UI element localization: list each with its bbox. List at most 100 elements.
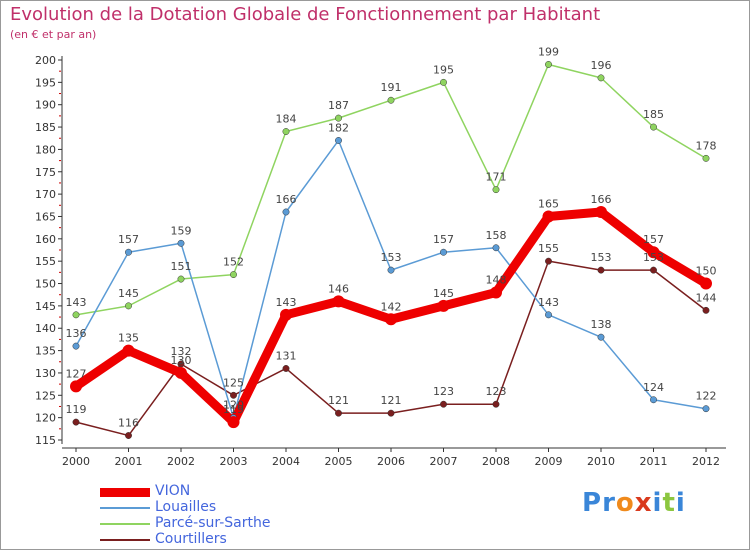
data-label-vion: 143 xyxy=(276,296,297,309)
y-tick-label: 200 xyxy=(35,54,56,67)
data-label-courtillers: 153 xyxy=(643,251,664,264)
data-label-louailles: 159 xyxy=(171,224,192,237)
x-tick-label: 2009 xyxy=(535,455,563,468)
legend-label: Louailles xyxy=(155,499,217,515)
data-point-parc-sur-sarthe xyxy=(230,271,237,279)
legend-swatch xyxy=(100,539,150,541)
data-point-vion xyxy=(542,210,555,223)
data-point-louailles xyxy=(125,248,132,256)
data-label-courtillers: 119 xyxy=(66,403,87,416)
data-point-parc-sur-sarthe xyxy=(177,275,185,283)
data-label-parc-sur-sarthe: 199 xyxy=(538,45,559,58)
data-point-courtillers xyxy=(387,409,395,417)
x-tick-label: 2007 xyxy=(430,455,458,468)
data-label-vion: 135 xyxy=(118,332,139,345)
data-label-louailles: 157 xyxy=(118,233,139,246)
x-tick-label: 2003 xyxy=(220,455,248,468)
x-tick-label: 2008 xyxy=(482,455,510,468)
data-point-courtillers xyxy=(335,409,342,417)
x-tick-label: 2004 xyxy=(272,455,300,468)
data-point-vion xyxy=(280,308,292,321)
data-label-parc-sur-sarthe: 151 xyxy=(171,260,192,273)
legend-swatch xyxy=(100,507,150,509)
y-tick-label: 165 xyxy=(35,210,56,223)
data-point-courtillers xyxy=(545,257,552,265)
logo-letter: t xyxy=(662,488,676,518)
y-tick-label: 135 xyxy=(35,345,56,358)
data-point-vion xyxy=(122,344,135,357)
y-tick-label: 185 xyxy=(35,121,56,134)
data-label-louailles: 157 xyxy=(433,233,454,246)
data-label-vion: 166 xyxy=(591,193,612,206)
data-point-vion xyxy=(437,299,450,312)
data-point-vion xyxy=(700,277,712,290)
data-label-vion: 119 xyxy=(223,403,244,416)
data-label-vion: 150 xyxy=(696,265,717,278)
x-tick-label: 2005 xyxy=(325,455,353,468)
data-label-vion: 157 xyxy=(643,233,664,246)
data-label-vion: 146 xyxy=(328,282,349,295)
logo-letter: P xyxy=(582,488,603,518)
data-label-vion: 130 xyxy=(171,354,192,367)
y-tick-label: 195 xyxy=(35,76,56,89)
data-point-vion xyxy=(385,313,397,326)
data-label-vion: 165 xyxy=(538,197,559,210)
data-point-parc-sur-sarthe xyxy=(650,123,657,131)
data-label-parc-sur-sarthe: 178 xyxy=(696,139,717,152)
data-point-louailles xyxy=(492,244,500,252)
y-tick-label: 140 xyxy=(35,322,56,335)
data-point-louailles xyxy=(72,342,80,350)
data-label-courtillers: 121 xyxy=(381,394,402,407)
y-tick-label: 145 xyxy=(35,300,56,313)
data-point-louailles xyxy=(597,333,605,341)
data-point-parc-sur-sarthe xyxy=(492,186,500,194)
data-label-louailles: 138 xyxy=(591,318,612,331)
y-tick-label: 170 xyxy=(35,188,56,201)
x-tick-label: 2000 xyxy=(62,455,90,468)
x-tick-label: 2010 xyxy=(587,455,615,468)
data-label-louailles: 120 xyxy=(223,399,244,412)
data-point-parc-sur-sarthe xyxy=(282,128,290,135)
y-tick-label: 130 xyxy=(35,367,56,380)
data-label-louailles: 166 xyxy=(276,193,297,206)
x-tick-label: 2006 xyxy=(377,455,405,468)
data-label-courtillers: 155 xyxy=(538,242,559,255)
data-label-parc-sur-sarthe: 143 xyxy=(66,296,87,309)
data-label-parc-sur-sarthe: 145 xyxy=(118,287,139,300)
data-label-courtillers: 121 xyxy=(328,394,349,407)
y-tick-label: 155 xyxy=(35,255,56,268)
chart-title: Evolution de la Dotation Globale de Fonc… xyxy=(10,4,601,25)
data-point-vion xyxy=(595,206,607,218)
data-label-louailles: 143 xyxy=(538,296,559,309)
logo-letter: i xyxy=(652,488,663,518)
legend-label: VION xyxy=(155,483,191,499)
logo-letter: o xyxy=(615,488,635,518)
data-label-vion: 145 xyxy=(433,287,454,300)
logo-letter: x xyxy=(634,488,653,518)
data-label-parc-sur-sarthe: 152 xyxy=(223,256,244,269)
data-point-vion xyxy=(70,380,82,393)
data-label-courtillers: 123 xyxy=(433,385,454,398)
data-point-parc-sur-sarthe xyxy=(387,96,395,104)
data-point-parc-sur-sarthe xyxy=(72,311,80,319)
data-point-louailles xyxy=(650,396,657,404)
data-label-louailles: 124 xyxy=(643,381,664,394)
data-label-vion: 142 xyxy=(381,300,402,313)
data-point-parc-sur-sarthe xyxy=(597,74,605,82)
data-label-parc-sur-sarthe: 184 xyxy=(276,113,297,126)
x-tick-label: 2012 xyxy=(692,455,720,468)
data-point-louailles xyxy=(177,239,185,247)
data-label-louailles: 182 xyxy=(328,121,349,134)
data-point-parc-sur-sarthe xyxy=(440,78,447,86)
data-label-courtillers: 125 xyxy=(223,376,244,389)
data-label-parc-sur-sarthe: 195 xyxy=(433,63,454,76)
data-point-courtillers xyxy=(230,391,237,399)
data-point-courtillers xyxy=(440,400,447,408)
data-point-vion xyxy=(332,295,345,308)
data-label-parc-sur-sarthe: 187 xyxy=(328,99,349,112)
series-line-louailles xyxy=(75,139,707,419)
data-label-courtillers: 131 xyxy=(276,349,297,362)
data-point-courtillers xyxy=(282,365,290,372)
